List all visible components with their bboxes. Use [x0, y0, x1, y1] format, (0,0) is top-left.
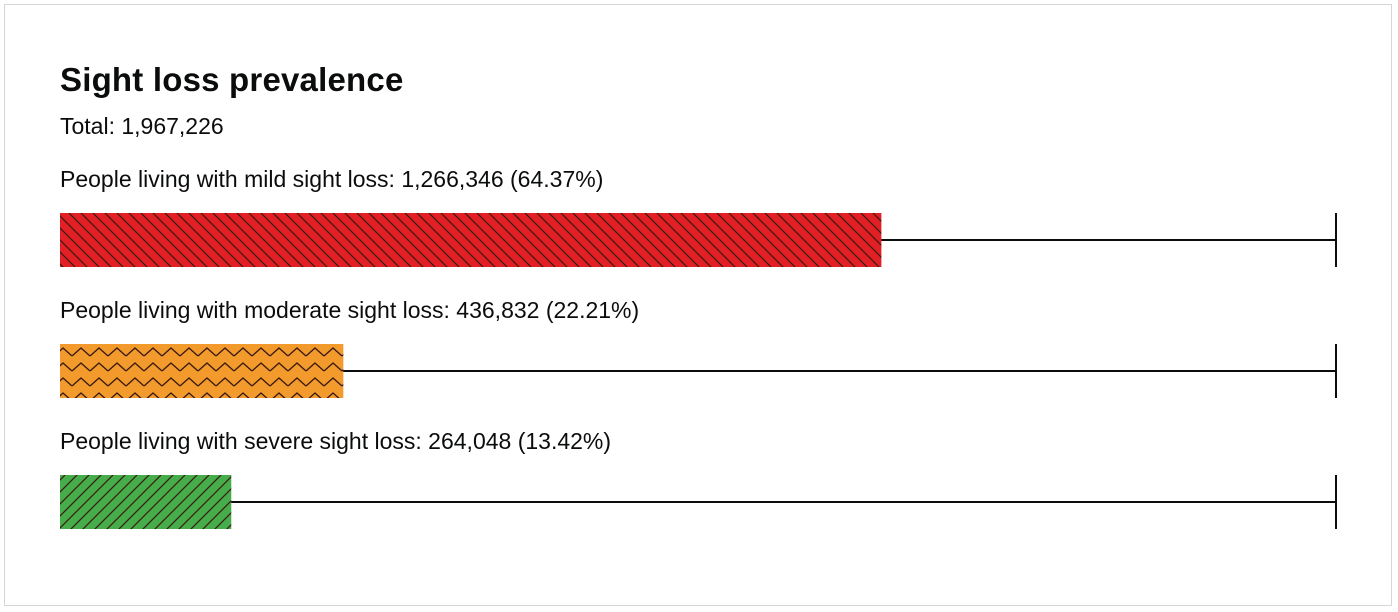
bar-mild: [60, 213, 882, 267]
chart-title: Sight loss prevalence: [60, 61, 404, 98]
bar-label-mild: People living with mild sight loss: 1,26…: [60, 166, 604, 192]
bar-label-severe: People living with severe sight loss: 26…: [60, 428, 612, 454]
chart-total: Total: 1,967,226: [60, 113, 224, 139]
bars-layer: [60, 213, 1337, 529]
bar-label-moderate: People living with moderate sight loss: …: [60, 297, 640, 323]
bar-moderate: [60, 344, 344, 398]
bar-severe: [60, 475, 232, 529]
chart-frame: [4, 4, 1392, 606]
